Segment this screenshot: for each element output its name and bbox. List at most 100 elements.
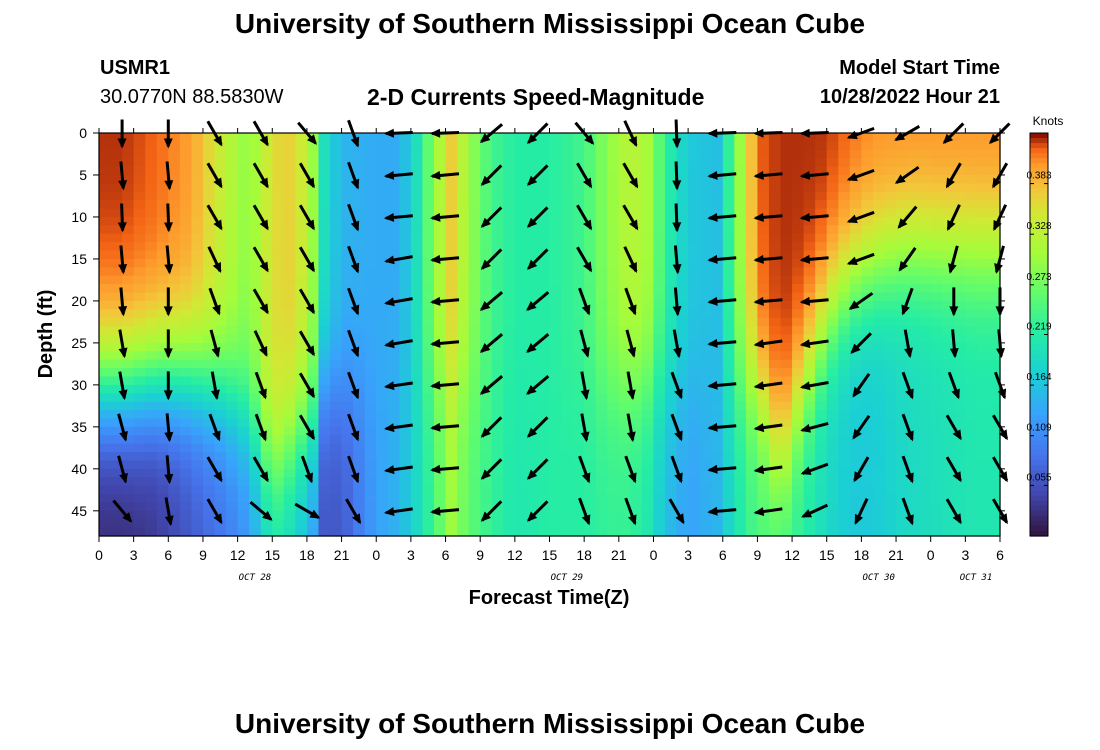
heatmap-cell: [607, 258, 620, 268]
heatmap-cell: [306, 334, 320, 344]
heatmap-cell: [976, 158, 990, 168]
heatmap-cell: [561, 443, 574, 453]
heatmap-cell: [514, 477, 527, 487]
heatmap-cell: [734, 460, 747, 470]
heatmap-cell: [653, 452, 666, 462]
heatmap-cell: [838, 426, 851, 436]
heatmap-cell: [514, 384, 527, 394]
heatmap-cell: [872, 158, 886, 168]
heatmap-cell: [341, 460, 354, 470]
heatmap-cell: [792, 502, 805, 512]
heatmap-cell: [283, 208, 296, 218]
heatmap-cell: [295, 166, 308, 176]
vector-head: [753, 213, 764, 222]
heatmap-cell: [168, 191, 181, 201]
heatmap-cell: [872, 284, 886, 294]
heatmap-cell: [930, 208, 943, 218]
vector-head: [947, 220, 956, 231]
heatmap-cell: [260, 284, 273, 294]
heatmap-cell: [156, 233, 169, 243]
heatmap-cell: [306, 410, 320, 420]
colorbar-cell: [1030, 324, 1048, 331]
current-vector: [118, 371, 128, 401]
heatmap-cell: [353, 334, 366, 344]
heatmap-cell: [734, 342, 747, 352]
heatmap-cell: [572, 191, 585, 201]
heatmap-cell: [272, 368, 285, 378]
current-vector: [252, 162, 269, 189]
heatmap-cell: [734, 351, 747, 361]
heatmap-cell: [838, 183, 851, 193]
heatmap-cell: [503, 275, 516, 285]
heatmap-cell: [907, 368, 920, 378]
heatmap-cell: [584, 284, 597, 294]
heatmap-cell: [607, 477, 620, 487]
vector-head: [753, 465, 765, 475]
heatmap-cell: [815, 452, 828, 462]
vector-head: [430, 254, 441, 264]
heatmap-cell: [283, 258, 296, 268]
heatmap-cell: [99, 225, 112, 235]
heatmap-cell: [445, 284, 458, 294]
heatmap-cell: [826, 267, 839, 277]
heatmap-cell: [884, 502, 897, 512]
heatmap-cell: [122, 351, 135, 361]
heatmap-cell: [745, 519, 759, 529]
heatmap-cell: [514, 485, 527, 495]
heatmap-cell: [572, 216, 585, 226]
heatmap-cell: [272, 267, 285, 277]
heatmap-cell: [537, 233, 551, 243]
heatmap-cell: [676, 300, 689, 310]
heatmap-cell: [861, 342, 874, 352]
heatmap-cell: [861, 443, 874, 453]
heatmap-cell: [988, 326, 1001, 336]
heatmap-cell: [341, 233, 354, 243]
heatmap-cell: [572, 359, 585, 369]
heatmap-cell: [491, 149, 504, 159]
heatmap-cell: [156, 460, 169, 470]
heatmap-cell: [688, 452, 701, 462]
current-vector: [298, 162, 315, 189]
heatmap-cell: [953, 267, 966, 277]
heatmap-cell: [457, 502, 470, 512]
heatmap-cell: [826, 477, 839, 487]
heatmap-cell: [618, 225, 631, 235]
heatmap-cell: [549, 351, 562, 361]
heatmap-cell: [387, 334, 400, 344]
heatmap-cell: [676, 460, 689, 470]
heatmap-cell: [445, 485, 458, 495]
heatmap-cell: [676, 216, 689, 226]
heatmap-cell: [410, 158, 424, 168]
colorbar-tick-label: 0.164: [1026, 372, 1051, 383]
heatmap-cell: [226, 468, 239, 478]
heatmap-cell: [722, 342, 735, 352]
heatmap-cell: [595, 351, 608, 361]
heatmap-cell: [422, 326, 435, 336]
heatmap-cell: [145, 342, 158, 352]
heatmap-cell: [884, 183, 897, 193]
heatmap-cell: [422, 174, 435, 184]
heatmap-cell: [226, 183, 239, 193]
heatmap-cell: [734, 250, 747, 260]
heatmap-cell: [191, 267, 204, 277]
heatmap-cell: [133, 435, 146, 445]
heatmap-cell: [849, 368, 862, 378]
heatmap-cell: [99, 300, 112, 310]
heatmap-cell: [468, 376, 481, 386]
heatmap-cell: [884, 426, 897, 436]
heatmap-cell: [110, 460, 123, 470]
heatmap-cell: [422, 225, 435, 235]
heatmap-cell: [976, 494, 990, 504]
heatmap-cell: [399, 519, 412, 529]
heatmap-cell: [965, 242, 978, 252]
x-tick-label: 6: [164, 547, 172, 563]
heatmap-cell: [122, 477, 135, 487]
heatmap-cell: [457, 485, 470, 495]
heatmap-cell: [849, 326, 862, 336]
heatmap-cell: [341, 133, 354, 142]
heatmap-cell: [630, 158, 643, 168]
heatmap-cell: [792, 468, 805, 478]
heatmap-cell: [641, 359, 655, 369]
heatmap-cell: [965, 410, 978, 420]
current-vector: [526, 375, 550, 395]
